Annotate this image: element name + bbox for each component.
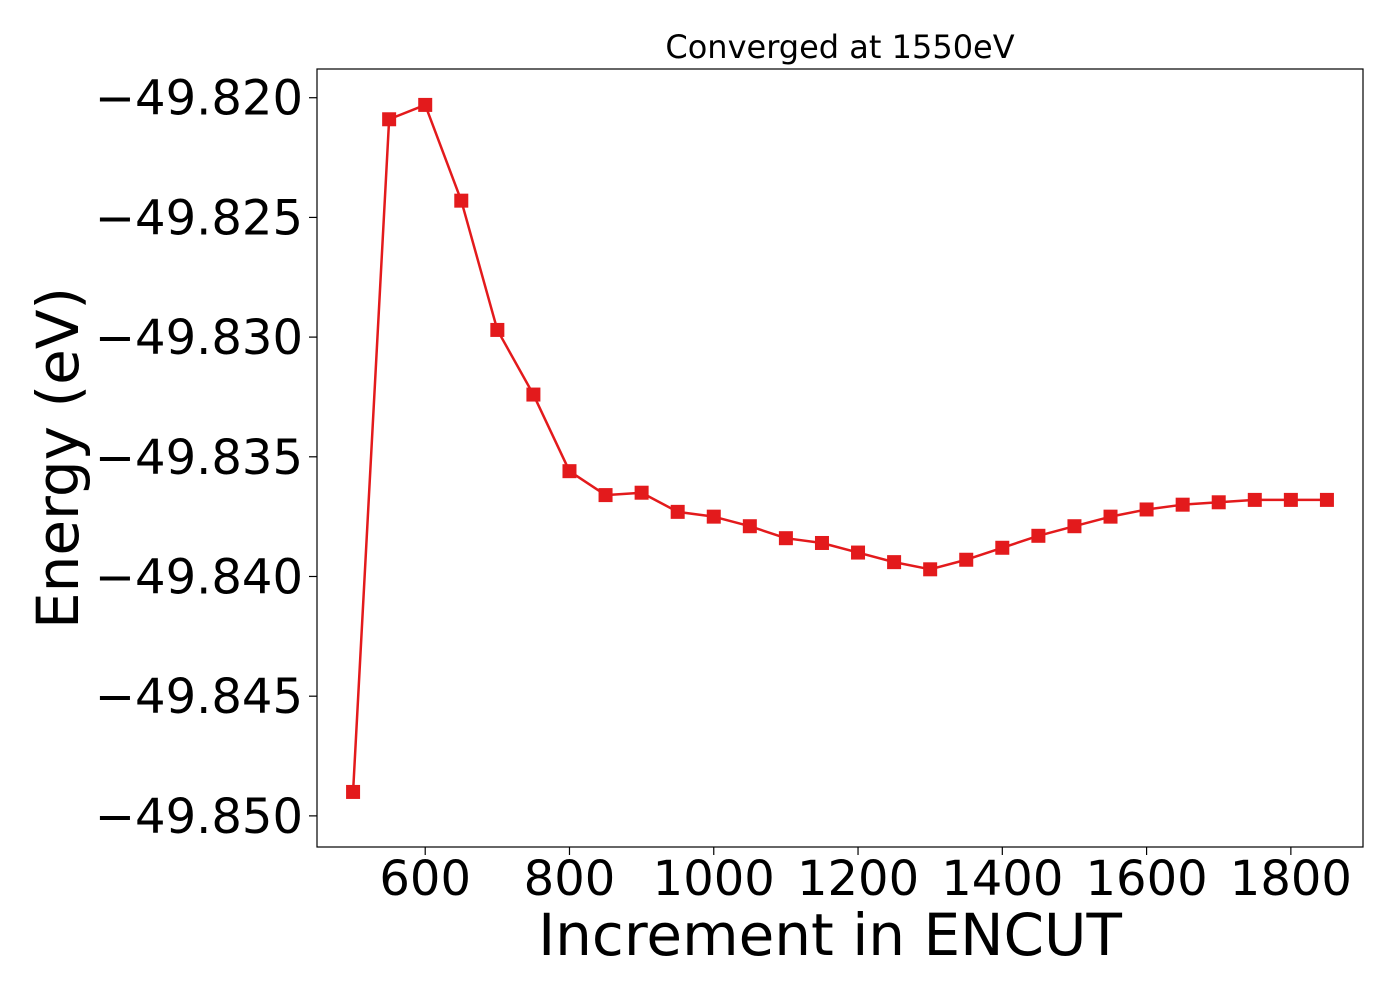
plot-frame [316,68,1364,848]
y-tick-label: −49.845 [95,669,303,725]
data-point-marker [526,387,541,402]
y-tick-label: −49.835 [95,430,303,486]
data-point-marker [1067,519,1082,534]
data-point-marker [923,562,938,577]
data-point-marker [598,488,613,503]
data-point-marker [995,540,1010,555]
data-point-marker [490,322,505,337]
x-tick-label: 1800 [1230,851,1352,907]
plot-area [346,97,1334,799]
data-point-marker [1247,492,1262,507]
data-point-marker [634,485,649,500]
data-point-marker [346,784,361,799]
data-point-marker [959,552,974,567]
data-point-marker [706,509,721,524]
chart-title: Converged at 1550eV [665,28,1014,66]
data-point-marker [778,531,793,546]
data-point-marker [814,535,829,550]
x-axis-label: Increment in ENCUT [538,901,1122,969]
data-point-marker [1031,528,1046,543]
x-tick-label: 1400 [941,851,1063,907]
series-line [351,103,1327,793]
data-point-marker [851,545,866,560]
data-point-marker [1139,502,1154,517]
y-axis: −49.820 −49.825 −49.830 −49.835 −49.840 −49.8… [95,71,317,845]
data-point-marker [1103,509,1118,524]
x-tick-label: 1600 [1086,851,1208,907]
data-point-marker [1211,495,1226,510]
y-tick-label: −49.850 [95,789,303,845]
data-point-marker [1175,497,1190,512]
data-point-marker [670,504,685,519]
x-tick-label: 1200 [797,851,919,907]
data-point-marker [562,464,577,479]
data-point-marker [454,193,469,208]
data-point-marker [418,97,433,112]
data-point-marker [742,519,757,534]
y-tick-label: −49.825 [95,190,303,246]
data-point-marker [887,555,902,570]
y-tick-label: −49.830 [95,310,303,366]
x-tick-label: 1000 [653,851,775,907]
y-axis-label: Energy (eV) [24,287,92,629]
x-axis: 600 800 1000 1200 1400 1600 1800 [379,847,1352,907]
x-tick-label: 800 [524,851,616,907]
y-tick-label: −49.840 [95,549,303,605]
x-tick-label: 600 [379,851,471,907]
data-point-marker [1319,492,1334,507]
data-point-marker [382,112,397,127]
y-tick-label: −49.820 [95,71,303,127]
data-point-marker [1283,492,1298,507]
